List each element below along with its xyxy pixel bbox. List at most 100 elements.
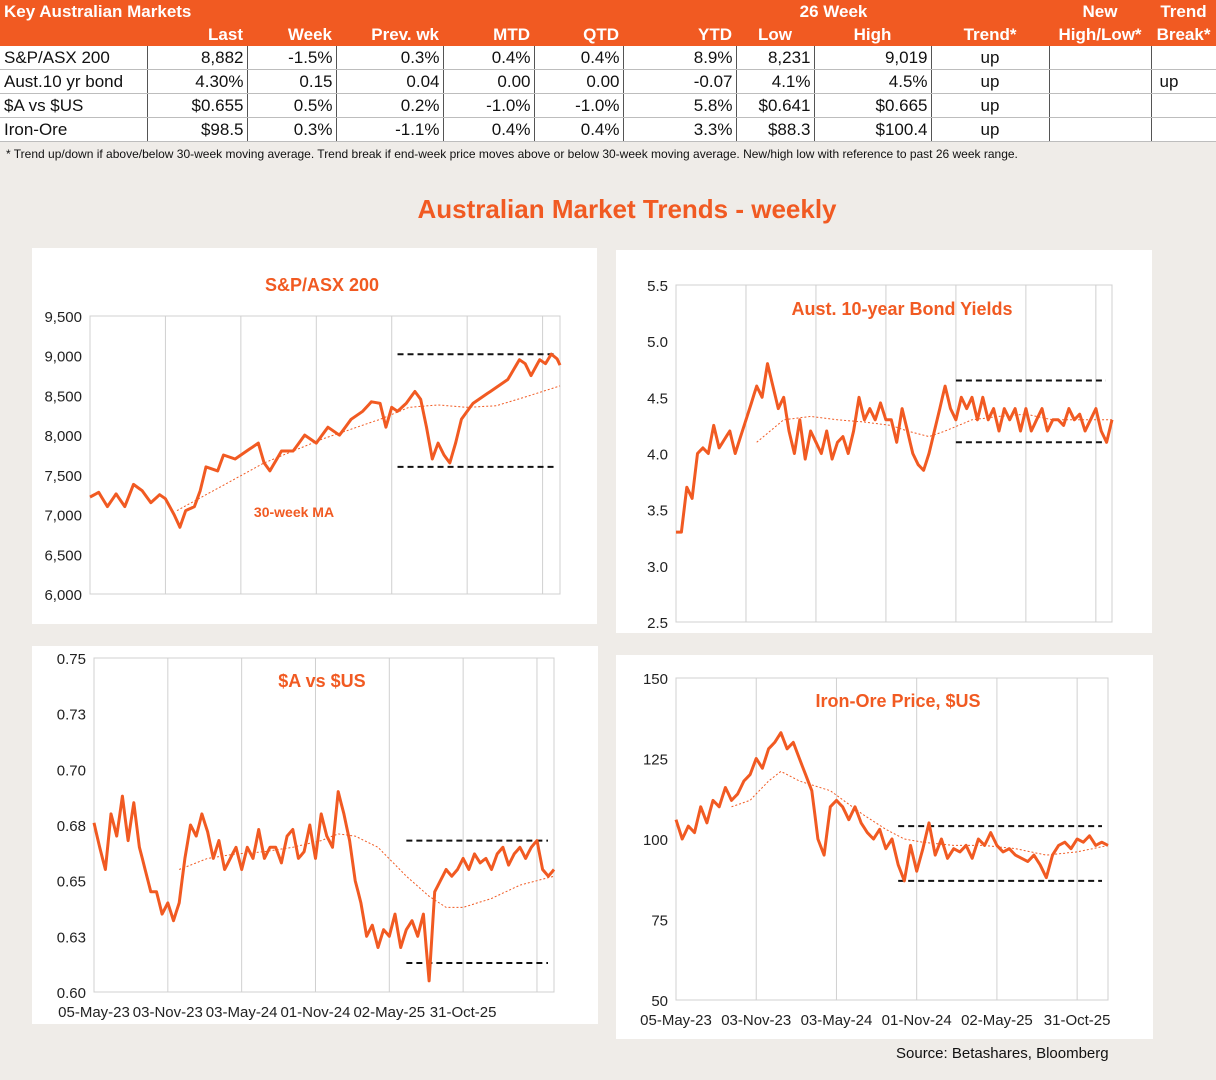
chart-asx200: 6,000 6,500 7,000 7,500 8,000 8,500 9,000 9,500… bbox=[44, 275, 562, 604]
cell-prev-wk: 0.2% bbox=[336, 93, 444, 118]
y-tick-label: 50 bbox=[651, 993, 668, 1010]
cell-prev-wk: 0.3% bbox=[336, 46, 444, 70]
price-series-line bbox=[92, 790, 556, 983]
col-header-mtd: MTD bbox=[443, 23, 534, 46]
cell-high: $0.665 bbox=[814, 93, 932, 118]
cell-trend: up bbox=[931, 69, 1050, 94]
y-tick-label: 3.0 bbox=[647, 559, 668, 576]
y-tick-label: 100 bbox=[643, 832, 668, 849]
cell-trend: up bbox=[931, 93, 1050, 118]
cell-last: 8,882 bbox=[147, 46, 248, 70]
cell-week: 0.3% bbox=[247, 117, 337, 142]
chart-panel-bond-yields: 2.5 3.0 3.5 4.0 4.5 5.0 5.5 Aust. 10-year Bond … bbox=[616, 250, 1152, 633]
plot-area bbox=[675, 677, 1109, 1001]
col-header-prev-wk: Prev. wk bbox=[336, 23, 443, 46]
x-tick-label: 31-Oct-25 bbox=[430, 1004, 497, 1021]
row-label: Iron-Ore bbox=[0, 117, 148, 142]
x-tick-label: 03-May-24 bbox=[206, 1004, 278, 1021]
cell-qtd: -1.0% bbox=[534, 93, 624, 118]
y-tick-label: 7,000 bbox=[44, 508, 82, 525]
y-tick-label: 0.60 bbox=[57, 985, 86, 1002]
table-row: Iron-Ore $98.5 0.3% -1.1% 0.4% 0.4% 3.3%… bbox=[0, 117, 1216, 142]
row-label: Aust.10 yr bond bbox=[0, 69, 148, 94]
y-tick-label: 0.63 bbox=[57, 929, 86, 946]
cell-high: 9,019 bbox=[814, 46, 932, 70]
cell-trend-break bbox=[1151, 46, 1216, 70]
y-tick-label: 0.73 bbox=[57, 707, 86, 724]
y-tick-label: 4.0 bbox=[647, 447, 668, 464]
cell-low: 8,231 bbox=[736, 46, 815, 70]
cell-last: $0.655 bbox=[147, 93, 248, 118]
cell-new-high-low bbox=[1049, 46, 1152, 70]
cell-qtd: 0.00 bbox=[534, 69, 624, 94]
col-header-ytd: YTD bbox=[623, 23, 736, 46]
table-title: Key Australian Markets bbox=[0, 0, 191, 23]
col-header-high-low: High/Low* bbox=[1049, 23, 1152, 46]
cell-new-high-low bbox=[1049, 117, 1152, 142]
x-tick-label: 31-Oct-25 bbox=[1044, 1012, 1111, 1029]
cell-qtd: 0.4% bbox=[534, 46, 624, 70]
y-tick-label: 5.5 bbox=[647, 278, 668, 295]
cell-week: 0.15 bbox=[247, 69, 337, 94]
chart-title: Iron-Ore Price, $US bbox=[815, 691, 980, 711]
x-tick-label: 01-Nov-24 bbox=[882, 1012, 952, 1029]
moving-average-line bbox=[176, 385, 561, 512]
col-header-break: Break* bbox=[1151, 23, 1216, 46]
moving-average-line bbox=[179, 833, 555, 908]
y-tick-label: 0.75 bbox=[57, 651, 86, 668]
cell-high: $100.4 bbox=[814, 117, 932, 142]
cell-trend-break bbox=[1151, 93, 1216, 118]
y-tick-label: 0.70 bbox=[57, 762, 86, 779]
chart-iron-ore: 50 75 100 125 150 05-May-23 03-Nov-23 03-May-24… bbox=[640, 671, 1111, 1029]
col-header-high: High bbox=[814, 23, 932, 46]
col-header-qtd: QTD bbox=[534, 23, 623, 46]
cell-ytd: 8.9% bbox=[623, 46, 737, 70]
cell-low: $0.641 bbox=[736, 93, 815, 118]
cell-mtd: 0.4% bbox=[443, 117, 535, 142]
y-tick-label: 125 bbox=[643, 752, 668, 769]
cell-low: $88.3 bbox=[736, 117, 815, 142]
x-tick-label: 01-Nov-24 bbox=[280, 1004, 350, 1021]
header-new: New bbox=[1049, 0, 1152, 23]
cell-week: 0.5% bbox=[247, 93, 337, 118]
cell-last: 4.30% bbox=[147, 69, 248, 94]
cell-prev-wk: -1.1% bbox=[336, 117, 444, 142]
chart-title: $A vs $US bbox=[278, 671, 365, 691]
cell-trend: up bbox=[931, 46, 1050, 70]
y-tick-label: 9,000 bbox=[44, 349, 82, 366]
cell-trend: up bbox=[931, 117, 1050, 142]
plot-area bbox=[675, 284, 1113, 623]
group-header-26-week: 26 Week bbox=[736, 0, 932, 23]
y-tick-label: 2.5 bbox=[647, 615, 668, 632]
price-series-line bbox=[674, 731, 1109, 883]
x-tick-label: 03-May-24 bbox=[801, 1012, 873, 1029]
chart-panel-iron-ore: 50 75 100 125 150 05-May-23 03-Nov-23 03-May-24… bbox=[616, 655, 1153, 1039]
chart-panel-aud-usd: 0.60 0.63 0.65 0.68 0.70 0.73 0.75 05-May-23 03-… bbox=[32, 646, 598, 1024]
y-tick-label: 7,500 bbox=[44, 468, 82, 485]
cell-new-high-low bbox=[1049, 93, 1152, 118]
cell-ytd: -0.07 bbox=[623, 69, 737, 94]
col-header-trend: Trend* bbox=[931, 23, 1050, 46]
col-header-week: Week bbox=[247, 23, 336, 46]
cell-new-high-low bbox=[1049, 69, 1152, 94]
y-tick-label: 150 bbox=[643, 671, 668, 688]
col-header-last: Last bbox=[147, 23, 247, 46]
x-tick-label: 02-May-25 bbox=[961, 1012, 1033, 1029]
cell-trend-break: up bbox=[1151, 69, 1216, 94]
table-row: S&P/ASX 200 8,882 -1.5% 0.3% 0.4% 0.4% 8… bbox=[0, 46, 1216, 70]
price-series-line bbox=[676, 362, 1114, 534]
x-tick-label: 03-Nov-23 bbox=[133, 1004, 203, 1021]
moving-average-line bbox=[731, 770, 1109, 856]
row-label: $A vs $US bbox=[0, 93, 148, 118]
cell-high: 4.5% bbox=[814, 69, 932, 94]
y-tick-label: 9,500 bbox=[44, 309, 82, 326]
source-note: Source: Betashares, Bloomberg bbox=[896, 1045, 1109, 1062]
chart-title: Aust. 10-year Bond Yields bbox=[791, 299, 1012, 319]
chart-panel-asx200: 6,000 6,500 7,000 7,500 8,000 8,500 9,000 9,500… bbox=[32, 248, 597, 624]
cell-mtd: -1.0% bbox=[443, 93, 535, 118]
y-tick-label: 0.65 bbox=[57, 874, 86, 891]
y-tick-label: 8,500 bbox=[44, 388, 82, 405]
price-series-line bbox=[89, 352, 562, 529]
x-tick-label: 03-Nov-23 bbox=[721, 1012, 791, 1029]
